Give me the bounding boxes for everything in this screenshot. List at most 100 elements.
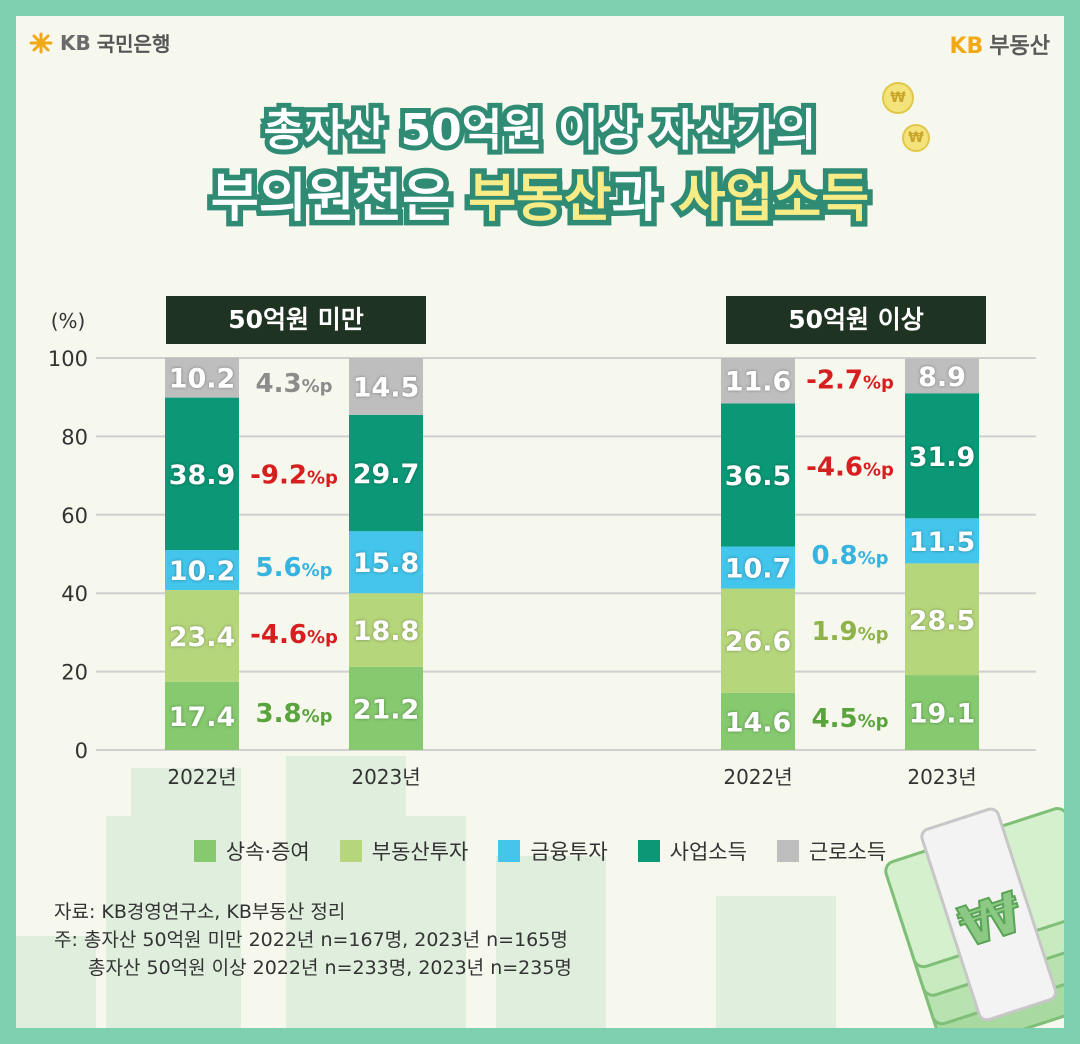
change-label: 5.6%p	[256, 553, 333, 583]
bar-segment	[349, 531, 423, 594]
data-label: 10.2	[169, 364, 236, 395]
legend-item: 상속·증여	[193, 836, 310, 866]
data-label: 28.5	[909, 605, 976, 636]
data-label: 23.4	[169, 622, 236, 653]
data-label: 11.6	[725, 367, 792, 398]
background-building	[496, 856, 606, 1028]
y-tick-label: 0	[75, 739, 88, 763]
background-building	[286, 756, 406, 1028]
data-label: 31.9	[909, 442, 976, 473]
background-building	[406, 816, 466, 1028]
legend-item: 부동산투자	[339, 836, 469, 866]
title-line-2: 부의원천은 부동산과 사업소득	[16, 156, 1064, 235]
bar-segment	[349, 414, 423, 532]
source-line: 자료: KB경영연구소, KB부동산 정리	[54, 901, 346, 923]
x-tick-label: 2022년	[723, 765, 792, 789]
legend-swatch	[776, 840, 799, 862]
data-label: 10.2	[169, 556, 236, 587]
change-label: 4.5%p	[812, 704, 889, 734]
y-tick-label: 40	[61, 582, 88, 606]
bar-segment	[165, 590, 239, 682]
bar-segment	[905, 358, 979, 394]
title-highlight-realestate: 부동산	[463, 164, 617, 235]
bar-segment	[905, 563, 979, 676]
right-logo-text: 부동산	[989, 34, 1050, 59]
title-line-2-mid: 과	[606, 164, 678, 235]
panel-label-under-50: 50억원 미만	[166, 296, 426, 344]
data-label: 36.5	[725, 461, 792, 492]
bar-segment	[165, 550, 239, 591]
legend-swatch	[498, 840, 521, 862]
change-label: -9.2%p	[250, 460, 338, 490]
y-tick-label: 60	[61, 504, 88, 528]
data-label: 15.8	[353, 548, 420, 579]
x-tick-label: 2023년	[907, 765, 976, 789]
legend-label: 근로소득	[808, 840, 887, 864]
title-line-2-prefix: 부의원천은	[205, 164, 469, 235]
legend-swatch	[339, 840, 362, 862]
legend-item: 사업소득	[637, 836, 747, 866]
legend-label: 사업소득	[669, 840, 747, 864]
money-stack-icon: ₩	[884, 807, 1064, 1028]
data-label: 21.2	[353, 694, 420, 725]
background-building	[716, 896, 836, 1028]
bar-segment	[721, 692, 795, 750]
won-coin-icon: ₩	[882, 82, 914, 114]
x-tick-label: 2022년	[167, 765, 236, 789]
bar-segment	[721, 546, 795, 589]
legend-item: 근로소득	[776, 836, 887, 866]
change-label: 4.3%p	[256, 369, 333, 399]
change-label: -4.6%p	[250, 620, 338, 650]
data-label: 14.5	[353, 372, 420, 403]
bar-segment	[165, 357, 239, 398]
note-line-1: 주: 총자산 50억원 미만 2022년 n=167명, 2023년 n=165…	[54, 929, 568, 951]
y-tick-label: 20	[61, 661, 88, 685]
data-label: 8.9	[918, 362, 966, 393]
x-tick-label: 2023년	[351, 765, 420, 789]
right-logo-kb: KB	[949, 34, 984, 59]
bar-segment	[165, 681, 239, 750]
data-label: 26.6	[725, 627, 792, 658]
change-label: 1.9%p	[812, 617, 889, 647]
legend-swatch	[193, 840, 216, 862]
data-label: 11.5	[909, 527, 976, 558]
panel-label-over-50: 50억원 이상	[726, 296, 986, 344]
title-line-1: 총자산 50억원 이상 자산가의	[259, 100, 821, 161]
stacked-bar-chart: (%) 0 20 40 60 80 100 17.4 23.4 10.2 38.9 10.2 2022년…	[48, 309, 1036, 789]
bar-segment	[349, 358, 423, 415]
legend-label: 상속·증여	[225, 840, 310, 864]
legend-label: 부동산투자	[371, 840, 469, 864]
change-label: 3.8%p	[256, 699, 333, 729]
legend-item: 금융투자	[498, 836, 608, 866]
bar-segment	[349, 666, 423, 750]
source-notes: 자료: KB경영연구소, KB부동산 정리 주: 총자산 50억원 미만 202…	[54, 898, 572, 982]
data-label: 18.8	[353, 616, 420, 647]
data-label: 19.1	[909, 699, 976, 730]
background-building	[106, 816, 166, 1028]
title-highlight-business: 사업소득	[672, 164, 874, 235]
left-logo-text: 국민은행	[96, 32, 171, 56]
y-axis-unit-label: (%)	[51, 309, 86, 333]
legend-swatch	[637, 840, 660, 862]
data-label: 10.7	[725, 554, 792, 585]
chart-legend: 상속·증여 부동산투자 금융투자 사업소득 근로소득	[16, 836, 1064, 866]
change-label: -4.6%p	[806, 452, 894, 482]
bar-segment	[905, 675, 979, 750]
change-label: -2.7%p	[806, 365, 894, 395]
kb-kookmin-logo: KB 국민은행	[28, 28, 170, 57]
bar-segment	[905, 518, 979, 564]
data-label: 29.7	[353, 459, 420, 490]
infographic-card: KB 국민은행 KB 부동산 총자산 50억원 이상 자산가의 부의원천은 부동산…	[16, 16, 1064, 1028]
data-label: 14.6	[725, 707, 792, 738]
won-coin-icon: ₩	[902, 124, 930, 152]
data-label: 17.4	[169, 702, 236, 733]
y-tick-label: 80	[61, 425, 88, 449]
legend-label: 금융투자	[530, 840, 608, 864]
change-label: 0.8%p	[812, 541, 889, 571]
bar-segment	[721, 358, 795, 404]
bar-segment	[721, 588, 795, 693]
y-tick-label: 100	[48, 347, 88, 371]
bar-segment	[721, 403, 795, 547]
background-building	[16, 936, 96, 1028]
